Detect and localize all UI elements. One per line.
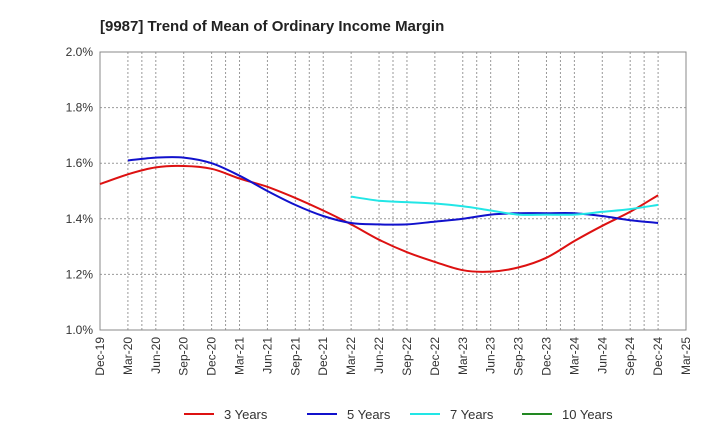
y-tick-label: 2.0% xyxy=(66,45,94,59)
x-tick-label: Dec-24 xyxy=(651,337,665,376)
legend: 3 Years 5 Years 7 Years 10 Years xyxy=(184,407,613,422)
x-tick-label: Jun-22 xyxy=(372,337,386,374)
x-tick-label: Sep-20 xyxy=(177,337,191,376)
x-tick-label: Mar-22 xyxy=(344,337,358,375)
chart-title: [9987] Trend of Mean of Ordinary Income … xyxy=(100,18,444,35)
x-tick-label: Dec-23 xyxy=(539,337,553,376)
y-tick-label: 1.6% xyxy=(66,156,94,170)
legend-label: 3 Years xyxy=(224,407,268,422)
series-line xyxy=(99,164,659,273)
x-tick-label: Dec-20 xyxy=(205,337,219,376)
grid xyxy=(100,52,686,330)
x-tick-label: Dec-19 xyxy=(93,337,107,376)
y-axis: 1.0% 1.2% 1.4% 1.6% 1.8% 2.0% xyxy=(66,45,94,337)
x-tick-label: Jun-21 xyxy=(260,337,274,374)
x-tick-label: Mar-24 xyxy=(567,337,581,375)
x-tick-label: Jun-23 xyxy=(484,337,498,374)
x-tick-label: Sep-23 xyxy=(512,337,526,376)
legend-label: 5 Years xyxy=(347,407,391,422)
plot-area xyxy=(99,51,687,331)
legend-label: 7 Years xyxy=(450,407,494,422)
y-tick-label: 1.4% xyxy=(66,212,94,226)
x-tick-label: Mar-20 xyxy=(121,337,135,375)
x-tick-label: Sep-22 xyxy=(400,337,414,376)
y-tick-label: 1.2% xyxy=(66,267,94,281)
series-line xyxy=(350,195,659,216)
series-line xyxy=(127,156,659,226)
x-tick-label: Dec-22 xyxy=(428,337,442,376)
x-tick-label: Sep-21 xyxy=(288,337,302,376)
x-tick-label: Mar-21 xyxy=(233,337,247,375)
x-tick-label: Jun-24 xyxy=(595,337,609,374)
y-tick-label: 1.0% xyxy=(66,323,94,337)
x-tick-label: Mar-25 xyxy=(679,337,693,375)
x-tick-label: Jun-20 xyxy=(149,337,163,374)
x-tick-label: Sep-24 xyxy=(623,337,637,376)
x-tick-label: Mar-23 xyxy=(456,337,470,375)
y-tick-label: 1.8% xyxy=(66,101,94,115)
series-lines xyxy=(99,156,659,273)
x-tick-label: Dec-21 xyxy=(316,337,330,376)
legend-label: 10 Years xyxy=(562,407,613,422)
x-axis: Dec-19 Mar-20 Jun-20 Sep-20 Dec-20 Mar-21 Jun-… xyxy=(93,337,693,376)
